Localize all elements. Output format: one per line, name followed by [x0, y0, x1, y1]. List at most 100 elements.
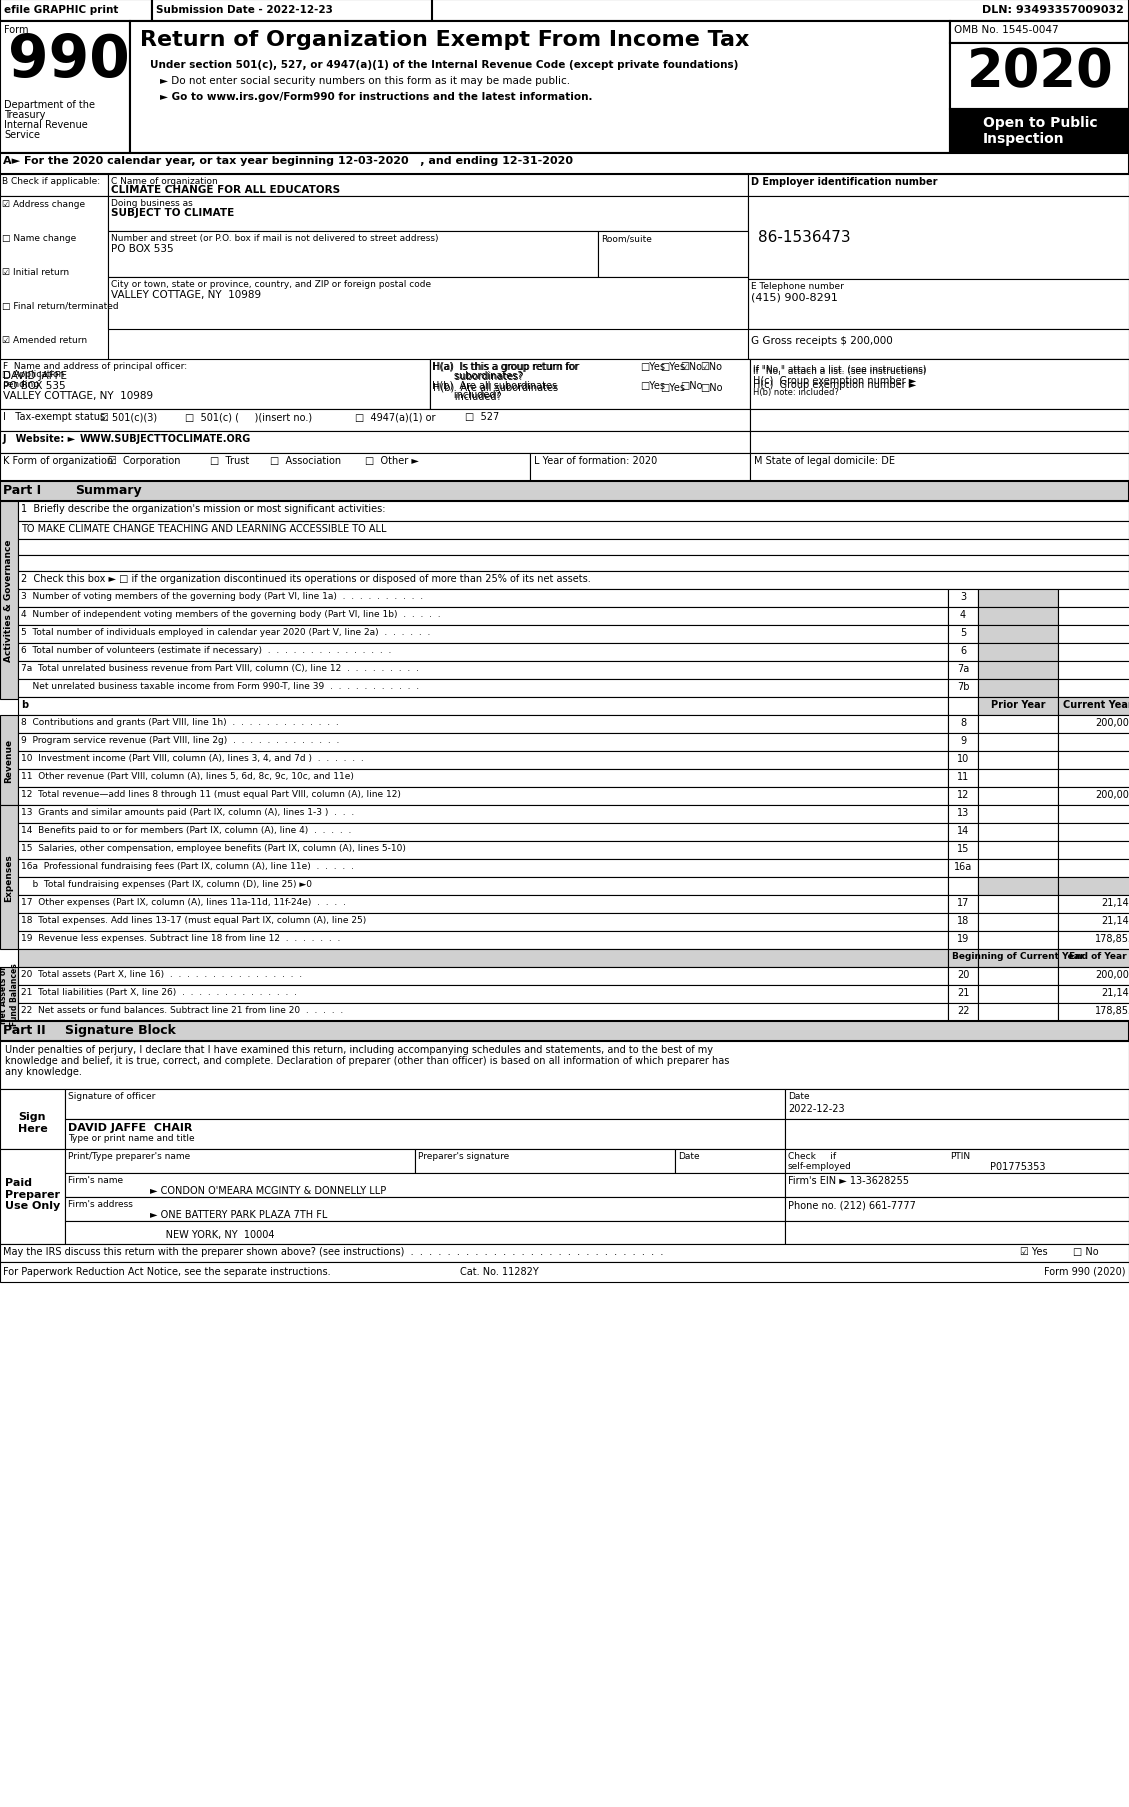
Text: □ No: □ No — [1073, 1247, 1099, 1256]
Bar — [948, 661, 978, 679]
Text: H(b) note: included?: H(b) note: included? — [753, 389, 839, 398]
Bar — [750, 410, 1129, 432]
Text: subordinates?: subordinates? — [432, 370, 523, 381]
Bar — [978, 770, 1058, 788]
Text: □ Final return/terminated: □ Final return/terminated — [2, 302, 119, 311]
Bar — [598, 231, 749, 278]
Text: 13  Grants and similar amounts paid (Part IX, column (A), lines 1-3 )  .  .  .: 13 Grants and similar amounts paid (Part… — [21, 808, 355, 817]
Bar — [948, 896, 978, 914]
Text: 14: 14 — [957, 826, 969, 835]
Text: 22: 22 — [956, 1005, 970, 1016]
Text: Open to Public
Inspection: Open to Public Inspection — [982, 116, 1097, 146]
Bar — [978, 679, 1058, 698]
Bar — [65, 1119, 785, 1149]
Text: Summary: Summary — [75, 484, 141, 497]
Text: 19: 19 — [957, 934, 969, 943]
Bar — [948, 842, 978, 860]
Text: VALLEY COTTAGE, NY  10989: VALLEY COTTAGE, NY 10989 — [3, 390, 154, 401]
Text: Part I: Part I — [3, 484, 41, 497]
Text: P01775353: P01775353 — [990, 1162, 1045, 1171]
Text: 178,855: 178,855 — [1095, 1005, 1129, 1016]
Bar — [948, 788, 978, 806]
Text: □No: □No — [700, 383, 723, 392]
Text: ☑No: ☑No — [700, 361, 723, 372]
Bar — [0, 716, 18, 806]
Text: PO BOX 535: PO BOX 535 — [111, 244, 174, 253]
Bar — [0, 22, 130, 154]
Text: 5  Total number of individuals employed in calendar year 2020 (Part V, line 2a) : 5 Total number of individuals employed i… — [21, 627, 430, 636]
Text: ► ONE BATTERY PARK PLAZA 7TH FL: ► ONE BATTERY PARK PLAZA 7TH FL — [150, 1209, 327, 1220]
Text: any knowledge.: any knowledge. — [5, 1066, 82, 1077]
Bar — [1058, 698, 1129, 716]
Bar — [1058, 679, 1129, 698]
Text: H(b)  Are all subordinates: H(b) Are all subordinates — [434, 383, 558, 392]
Bar — [978, 878, 1058, 896]
Text: 2020: 2020 — [966, 45, 1113, 98]
Text: 3  Number of voting members of the governing body (Part VI, line 1a)  .  .  .  .: 3 Number of voting members of the govern… — [21, 591, 423, 600]
Text: PTIN: PTIN — [949, 1151, 970, 1160]
Bar — [978, 967, 1058, 985]
Text: CLIMATE CHANGE FOR ALL EDUCATORS: CLIMATE CHANGE FOR ALL EDUCATORS — [111, 184, 340, 195]
Bar — [0, 410, 750, 432]
Bar — [0, 806, 18, 949]
Text: ☑ Yes: ☑ Yes — [1019, 1247, 1048, 1256]
Text: ☑No: ☑No — [680, 361, 702, 372]
Bar — [978, 931, 1058, 949]
Text: F  Name and address of principal officer:: F Name and address of principal officer: — [3, 361, 187, 370]
Bar — [0, 502, 18, 699]
Text: Number and street (or P.O. box if mail is not delivered to street address): Number and street (or P.O. box if mail i… — [111, 233, 438, 242]
Text: □  4947(a)(1) or: □ 4947(a)(1) or — [355, 412, 436, 421]
Bar — [0, 175, 108, 197]
Text: H(c)  Group exemption number ►: H(c) Group exemption number ► — [753, 379, 917, 390]
Text: Paid
Preparer
Use Only: Paid Preparer Use Only — [6, 1178, 61, 1211]
Bar — [1058, 914, 1129, 931]
Bar — [1058, 716, 1129, 734]
Bar — [948, 698, 978, 716]
Bar — [0, 360, 430, 410]
Text: ☑ Address change: ☑ Address change — [2, 201, 85, 210]
Bar — [18, 985, 948, 1003]
Text: Cat. No. 11282Y: Cat. No. 11282Y — [460, 1267, 539, 1276]
Text: 8  Contributions and grants (Part VIII, line 1h)  .  .  .  .  .  .  .  .  .  .  : 8 Contributions and grants (Part VIII, l… — [21, 717, 339, 726]
Text: I   Tax-exempt status:: I Tax-exempt status: — [3, 412, 108, 421]
Text: 10  Investment income (Part VIII, column (A), lines 3, 4, and 7d )  .  .  .  .  : 10 Investment income (Part VIII, column … — [21, 754, 364, 763]
Text: H(a)  Is this a group return for: H(a) Is this a group return for — [434, 361, 579, 372]
Bar — [1058, 806, 1129, 824]
Bar — [1058, 985, 1129, 1003]
Text: 21,145: 21,145 — [1101, 898, 1129, 907]
Text: City or town, state or province, country, and ZIP or foreign postal code: City or town, state or province, country… — [111, 280, 431, 289]
Text: ☑ 501(c)(3): ☑ 501(c)(3) — [100, 412, 157, 421]
Bar — [978, 698, 1058, 716]
Text: Print/Type preparer's name: Print/Type preparer's name — [68, 1151, 191, 1160]
Bar — [978, 734, 1058, 752]
Text: K Form of organization:: K Form of organization: — [3, 455, 116, 466]
Text: 3: 3 — [960, 591, 966, 602]
Text: 21: 21 — [956, 987, 969, 997]
Text: Treasury: Treasury — [5, 110, 45, 119]
Text: 2022-12-23: 2022-12-23 — [788, 1104, 844, 1113]
Bar — [108, 197, 749, 231]
Text: Signature of officer: Signature of officer — [68, 1091, 156, 1100]
Text: Under penalties of perjury, I declare that I have examined this return, includin: Under penalties of perjury, I declare th… — [5, 1044, 714, 1055]
Bar — [948, 734, 978, 752]
Bar — [1058, 824, 1129, 842]
Bar — [152, 0, 432, 22]
Bar — [750, 432, 1129, 454]
Bar — [0, 482, 1129, 502]
Text: E Telephone number: E Telephone number — [751, 282, 843, 291]
Bar — [1058, 734, 1129, 752]
Bar — [1058, 643, 1129, 661]
Text: Net Assets or
Fund Balances: Net Assets or Fund Balances — [0, 963, 19, 1026]
Bar — [18, 643, 948, 661]
Bar — [430, 360, 750, 410]
Bar — [1058, 752, 1129, 770]
Bar — [978, 896, 1058, 914]
Text: 2  Check this box ► □ if the organization discontinued its operations or dispose: 2 Check this box ► □ if the organization… — [21, 573, 590, 584]
Text: WWW.SUBJECTTOCLIMATE.ORG: WWW.SUBJECTTOCLIMATE.ORG — [80, 434, 252, 445]
Bar — [130, 22, 949, 154]
Bar — [948, 860, 978, 878]
Text: 11: 11 — [957, 772, 969, 782]
Text: □  Trust: □ Trust — [210, 455, 250, 466]
Bar — [978, 661, 1058, 679]
Bar — [65, 1173, 785, 1198]
